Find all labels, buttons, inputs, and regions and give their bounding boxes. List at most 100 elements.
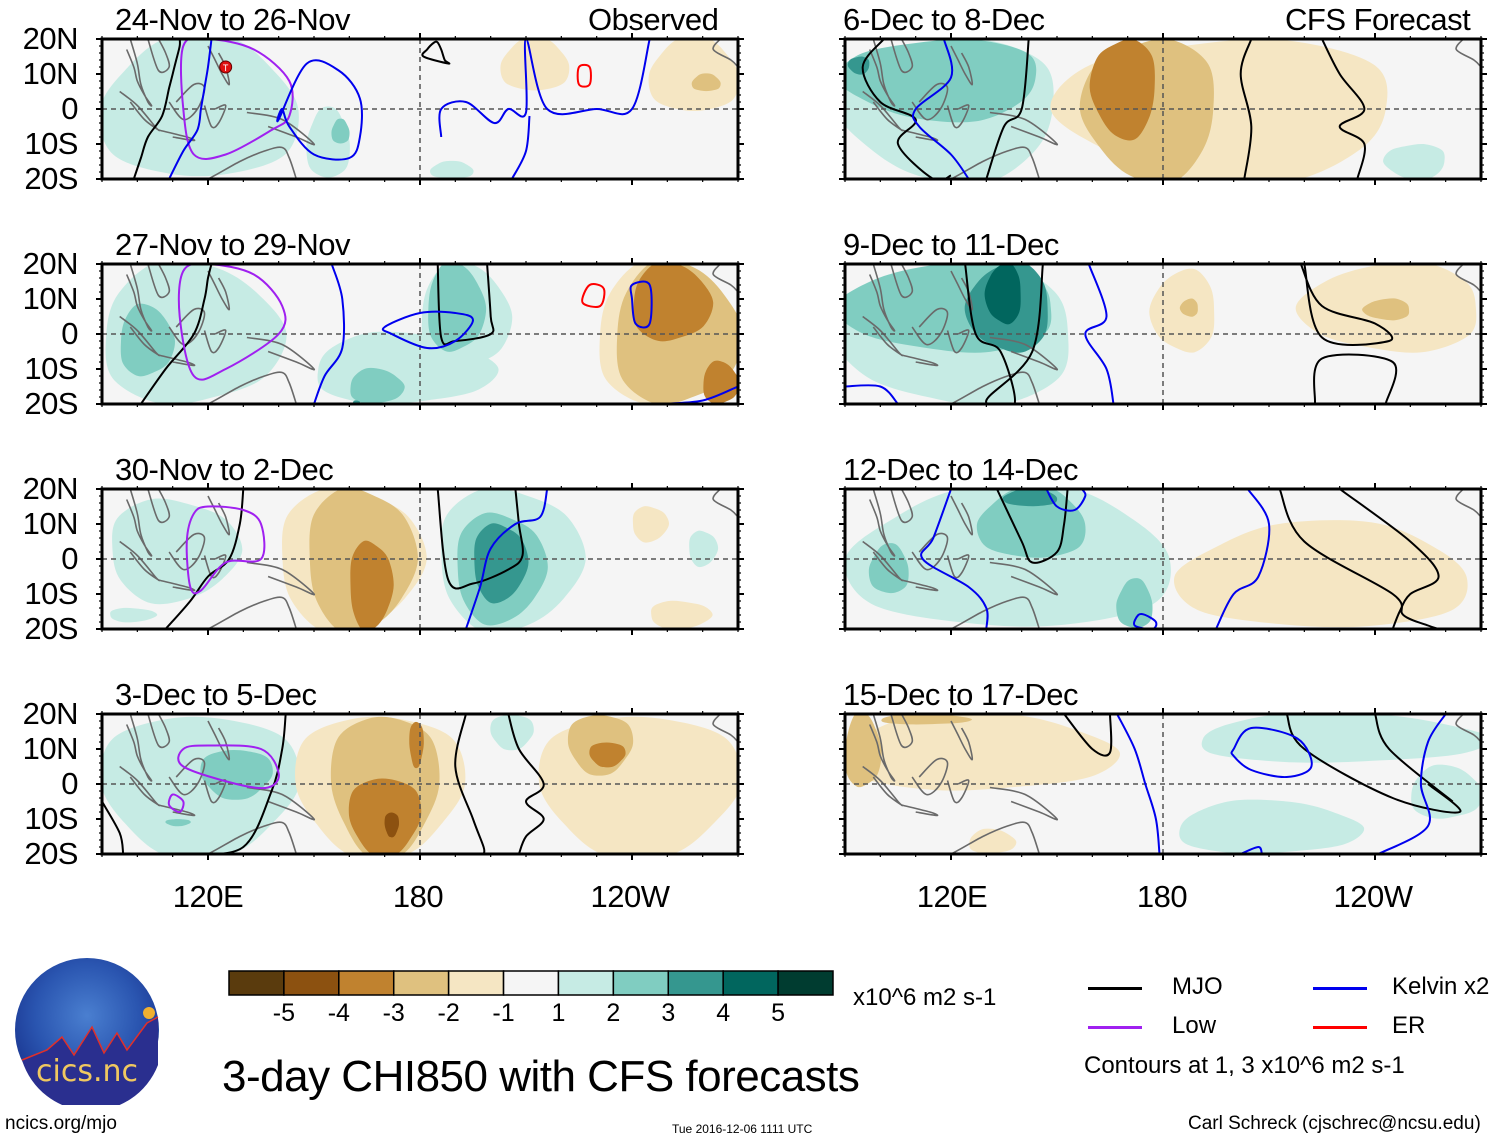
coastline — [207, 270, 231, 311]
anomaly-fill-level--2 — [1362, 298, 1410, 321]
anomaly-fill-level-3 — [474, 523, 529, 604]
legend-swatch-low — [1088, 1026, 1142, 1029]
contour-mjo — [421, 40, 451, 65]
coastline — [158, 129, 196, 142]
map-panel — [839, 708, 1487, 860]
contour-kelvin — [1215, 489, 1271, 629]
colorbar-label: -4 — [327, 999, 350, 1027]
contour-kelvin — [313, 264, 346, 404]
panel-title: 6-Dec to 8-Dec — [843, 2, 1045, 37]
x-tick-label: 120E — [916, 879, 988, 914]
colorbar-segment — [722, 970, 779, 996]
coastline — [125, 714, 153, 782]
anomaly-fill-level--3 — [348, 778, 422, 854]
panel-title: 3-Dec to 5-Dec — [115, 677, 317, 712]
map-panel — [96, 708, 744, 860]
y-tick-label: 0 — [61, 91, 78, 126]
contour-low — [179, 39, 294, 160]
coastline — [205, 146, 298, 179]
coastline — [147, 489, 171, 524]
contour-mjo — [454, 714, 486, 854]
map-panels: T — [96, 33, 1487, 860]
colorbar-label: 4 — [716, 999, 731, 1027]
contour-er — [581, 283, 606, 308]
y-tick-label: 20N — [22, 471, 79, 506]
coastline — [205, 371, 298, 404]
contour-mjo — [1321, 39, 1366, 179]
anomaly-fill-level-1 — [102, 716, 300, 854]
legend-label-low: Low — [1172, 1012, 1217, 1039]
contour-mjo — [985, 39, 1030, 179]
anomaly-fill-level-1 — [689, 530, 719, 568]
y-tick-label: 10N — [22, 56, 79, 91]
anomaly-fill-level-2 — [428, 264, 487, 352]
contour-mjo — [1285, 714, 1462, 814]
x-tick-label: 180 — [392, 879, 444, 914]
y-tick-label: 0 — [61, 766, 78, 801]
coastline — [1455, 39, 1481, 68]
anomaly-fill-level-1 — [110, 607, 158, 623]
coastline — [1455, 489, 1481, 518]
author-credit: Carl Schreck (cjschrec@ncsu.edu) — [1188, 1113, 1481, 1134]
y-tick-label: 20S — [24, 836, 78, 871]
y-tick-label: 10S — [24, 576, 78, 611]
x-tick-label: 180 — [1136, 879, 1188, 914]
anomaly-fill-level--1 — [651, 600, 713, 629]
colorbar-label: 5 — [771, 999, 786, 1027]
anomaly-fill-level-1 — [1411, 764, 1481, 819]
contour-mjo — [436, 264, 495, 346]
panel-title: 12-Dec to 14-Dec — [843, 452, 1078, 487]
coastline — [158, 354, 196, 367]
colorbar-label: -5 — [272, 999, 296, 1027]
contour-kelvin — [1084, 264, 1115, 404]
anomaly-fill-level--1 — [969, 828, 1017, 854]
map-panel — [839, 33, 1487, 185]
contour-kelvin — [1230, 726, 1313, 779]
anomaly-fill-level--3 — [1089, 39, 1155, 141]
contour-mjo — [995, 489, 1069, 564]
anomaly-fill-level-2 — [845, 39, 1037, 123]
anomaly-fill-level--1 — [632, 506, 670, 543]
coastline — [246, 561, 316, 596]
coastline — [901, 804, 939, 817]
legend-swatch-mjo — [1088, 987, 1142, 990]
logo-mountains — [22, 1017, 158, 1105]
colorbar-segment — [228, 970, 285, 996]
colorbar-segment — [447, 970, 505, 996]
colorbar-units: x10^6 m2 s-1 — [853, 984, 997, 1011]
contour-mjo — [132, 39, 181, 179]
anomaly-fill-level-3 — [1002, 489, 1058, 507]
coastline — [1455, 264, 1481, 293]
anomaly-fill-level--1 — [500, 39, 570, 91]
contour-kelvin — [1378, 714, 1447, 854]
colorbar-label: 1 — [551, 999, 566, 1027]
contour-mjo — [861, 39, 952, 179]
contour-mjo — [1299, 264, 1394, 346]
colorbar — [228, 970, 834, 996]
coastline — [1455, 714, 1481, 743]
contour-mjo — [1313, 353, 1398, 404]
coastline — [868, 489, 896, 557]
contour-mjo — [507, 714, 545, 854]
map-panel: T — [96, 33, 744, 185]
contour-kelvin — [920, 489, 989, 629]
anomaly-fill-level-2 — [868, 543, 909, 594]
anomaly-fill-level--3 — [589, 742, 626, 768]
contour-er — [576, 63, 592, 88]
tropical-cyclone-label: T — [223, 63, 229, 73]
anomaly-fill-level--1 — [1173, 520, 1468, 628]
coastline — [712, 39, 738, 68]
anomaly-fill-level-1 — [1383, 144, 1445, 179]
coastline — [125, 489, 153, 557]
contour-note: Contours at 1, 3 x10^6 m2 s-1 — [1084, 1052, 1405, 1079]
coastline — [205, 821, 298, 854]
contour-mjo — [1063, 714, 1113, 757]
site-url[interactable]: ncics.org/mjo — [5, 1113, 117, 1134]
coastline — [147, 264, 171, 299]
anomaly-fill-level--1 — [848, 714, 1120, 791]
y-tick-label: 10S — [24, 801, 78, 836]
anomaly-fill-level--4 — [384, 812, 400, 838]
anomaly-fill-level--2 — [1179, 298, 1198, 317]
coastline — [147, 39, 171, 74]
coastline — [950, 495, 974, 536]
